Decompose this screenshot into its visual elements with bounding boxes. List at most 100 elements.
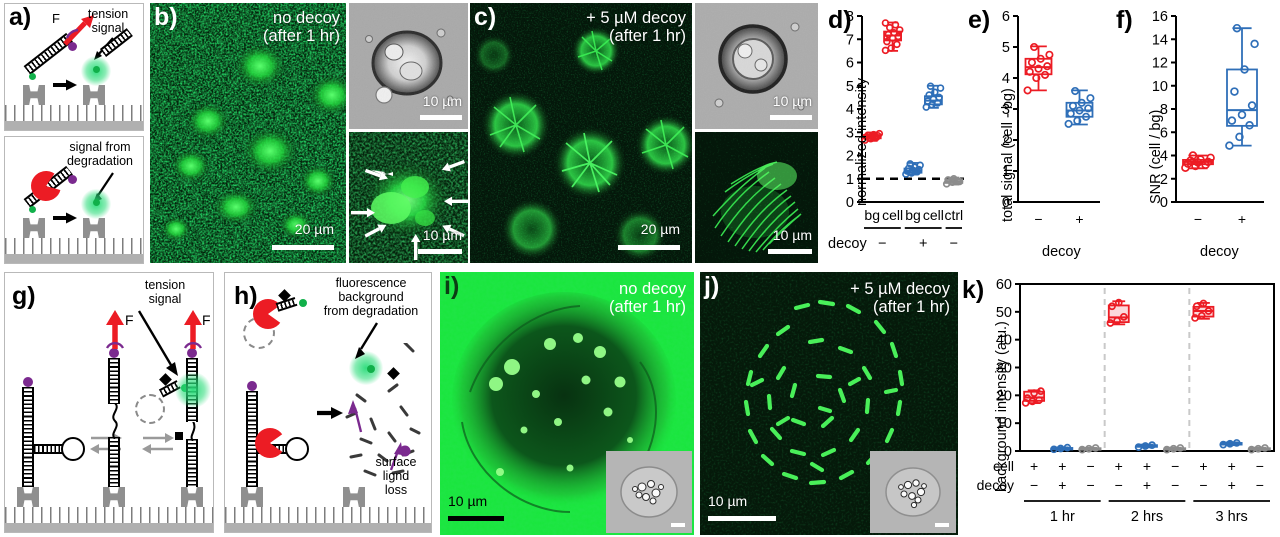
anchor-protein-2: [103, 487, 125, 507]
purple-ligand-left: [68, 42, 77, 51]
purple-ligand-2: [109, 348, 119, 358]
anchor-protein-right: [83, 218, 105, 238]
ssdna-strand-3: [190, 421, 196, 441]
equilibrium-arrows-2: [142, 433, 174, 454]
svg-text:6: 6: [1002, 9, 1010, 25]
panel-k-ylabel: background intensity (a.u.): [994, 321, 1010, 492]
panel-h-loss-arrow-icons: [348, 400, 403, 471]
panel-h-letter: h): [234, 282, 258, 310]
panel-b-letter: b): [154, 3, 178, 31]
panel-f-plot-svg: 0 2 4 6 8 10 12 14 16 − +: [1152, 9, 1264, 227]
svg-text:decoy: decoy: [977, 477, 1014, 493]
svg-text:30: 30: [996, 361, 1012, 377]
panel-j-scalebar: [708, 516, 776, 521]
svg-text:14: 14: [1152, 32, 1168, 48]
panel-d-letter: d): [828, 6, 852, 34]
panel-j-main-image: j) + 5 µM decoy (after 1 hr) 10 µm: [700, 272, 958, 535]
svg-text:0: 0: [1002, 195, 1010, 211]
svg-text:−: −: [1256, 477, 1264, 493]
panel-c-inset-zoom-scalebar: [768, 249, 812, 254]
svg-text:−: −: [1086, 458, 1094, 474]
panel-b-zoom-render: [349, 132, 468, 263]
anchor-protein-right: [83, 85, 105, 105]
panel-i-condition-line1: no decoy: [619, 280, 686, 298]
svg-text:+: +: [1199, 458, 1207, 474]
svg-text:2: 2: [1002, 133, 1010, 149]
green-fluorophore-right: [93, 199, 100, 206]
panel-c-zoom-render: [695, 132, 818, 263]
panel-i-letter: i): [444, 272, 460, 300]
panel-b-inset-gray-scalebar: [420, 115, 462, 120]
nuclease-icon-bottom: [255, 428, 285, 458]
tension-fluorescence-glow: [175, 372, 211, 408]
svg-text:+: +: [919, 236, 927, 252]
panel-h-schematic: fluorescence background from degradation…: [224, 272, 432, 533]
svg-text:6: 6: [846, 56, 854, 72]
panel-b-scalebar-label: 20 µm: [294, 221, 334, 237]
svg-text:cell: cell: [923, 207, 944, 223]
svg-text:1: 1: [846, 172, 854, 188]
force-arrow-icon-3: [183, 310, 203, 349]
panel-a-degradation-annotation-line2: degradation: [66, 154, 134, 168]
panel-b-scalebar: [272, 245, 334, 250]
panel-c-fluorescence-render: [470, 3, 692, 263]
svg-text:0: 0: [1160, 195, 1168, 211]
svg-text:+: +: [1030, 458, 1038, 474]
svg-text:+: +: [1058, 477, 1066, 493]
panel-a: F tension signal signal: [0, 0, 148, 266]
svg-text:8: 8: [1160, 102, 1168, 118]
quencher-square: [175, 432, 183, 440]
force-arrow-icon-2: [105, 310, 125, 349]
purple-ligand-h1: [247, 381, 257, 391]
svg-text:−: −: [950, 236, 958, 252]
free-fluorophore: [367, 365, 375, 373]
svg-text:−: −: [878, 236, 886, 252]
panel-b-brightfield-render: [349, 3, 468, 129]
svg-text:+: +: [1143, 458, 1151, 474]
green-fluorophore-h: [299, 299, 307, 307]
svg-text:5: 5: [1002, 40, 1010, 56]
reaction-arrow-icon-a-bottom: [53, 212, 77, 224]
panel-b-inset-zoom: 10 µm: [349, 132, 468, 263]
svg-text:−: −: [1086, 477, 1094, 493]
panel-h-reaction-arrow-icon: [317, 407, 343, 419]
svg-text:40: 40: [996, 333, 1012, 349]
ssdna-strand-2: [112, 403, 118, 439]
surface-bar: [225, 523, 431, 532]
svg-text:+: +: [1075, 211, 1083, 227]
svg-text:bg: bg: [905, 207, 921, 223]
panel-a-top-schematic: F tension signal: [4, 3, 144, 131]
svg-text:6: 6: [1160, 125, 1168, 141]
panel-g-force-label-1: F: [125, 311, 134, 328]
svg-text:decoy: decoy: [828, 236, 867, 252]
background-fluorescence-glow: [349, 351, 383, 385]
svg-text:0: 0: [1004, 444, 1012, 460]
purple-ligand-1: [23, 377, 33, 387]
svg-text:1: 1: [1002, 164, 1010, 180]
svg-text:0: 0: [846, 195, 854, 211]
panel-a-tension-annotation-line2: signal: [91, 21, 125, 35]
panel-b-inset-zoom-scalebar-label: 10 µm: [422, 227, 462, 243]
svg-text:10: 10: [996, 416, 1012, 432]
panel-h: fluorescence background from degradation…: [220, 270, 436, 537]
dna-stem-2-lower: [108, 437, 120, 487]
svg-text:2: 2: [1160, 172, 1168, 188]
svg-text:4: 4: [1002, 71, 1010, 87]
panel-j-condition-line1: + 5 µM decoy: [850, 280, 950, 298]
surface-bar: [5, 121, 143, 130]
panel-g-annotation-arrow-icon: [137, 310, 178, 376]
anchor-protein-h1: [241, 487, 263, 507]
panel-i-main-image: i) no decoy (after 1 hr) 10 µm: [440, 272, 694, 535]
svg-text:50: 50: [996, 305, 1012, 321]
panel-a-degradation-annotation-line1: signal from: [69, 140, 131, 154]
panel-j-inset-brightfield: [870, 451, 956, 533]
dna-hairpin-stem-1: [34, 444, 64, 454]
svg-text:bg: bg: [864, 207, 880, 223]
anchor-protein-3: [181, 487, 203, 507]
svg-text:12: 12: [1152, 56, 1168, 72]
svg-text:cell: cell: [993, 458, 1014, 474]
panel-b-condition-label: no decoy (after 1 hr): [263, 9, 340, 46]
panel-a-bottom-schematic: signal from degradation: [4, 136, 144, 264]
panel-c-condition-line2: (after 1 hr): [608, 27, 686, 46]
